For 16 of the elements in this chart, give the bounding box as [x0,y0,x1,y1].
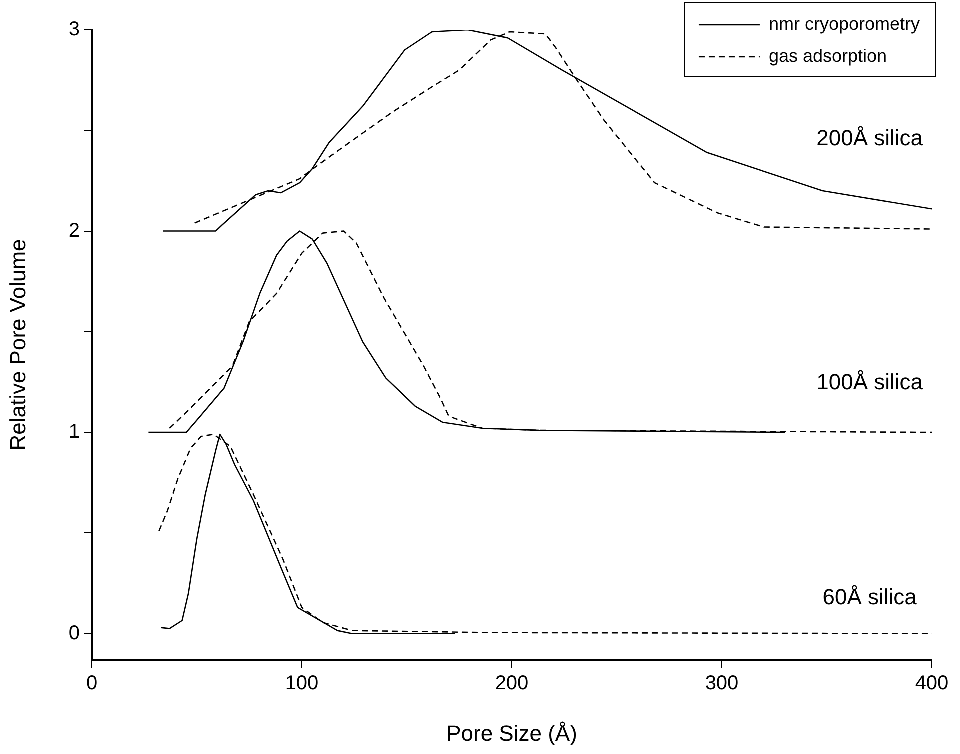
x-tick-label: 200 [495,672,529,695]
y-axis-title: Relative Pore Volume [5,239,30,451]
x-tick-label: 300 [705,672,739,695]
x-tick-label: 0 [86,672,98,695]
x-axis-title: Pore Size (Å) [446,720,578,746]
annotation: 100Å silica [816,369,924,394]
legend-label: gas adsorption [768,46,888,66]
x-tick-label: 100 [285,672,319,695]
y-tick-label: 2 [68,220,80,242]
annotation: 60Å silica [822,584,918,610]
y-tick-label: 3 [68,18,80,41]
annotation: 200Å silica [816,126,924,151]
y-tick-label: 0 [68,622,80,644]
legend-label: nmr cryoporometry [768,14,920,34]
x-tick-label: 400 [915,672,949,695]
y-tick-label: 1 [68,421,80,444]
